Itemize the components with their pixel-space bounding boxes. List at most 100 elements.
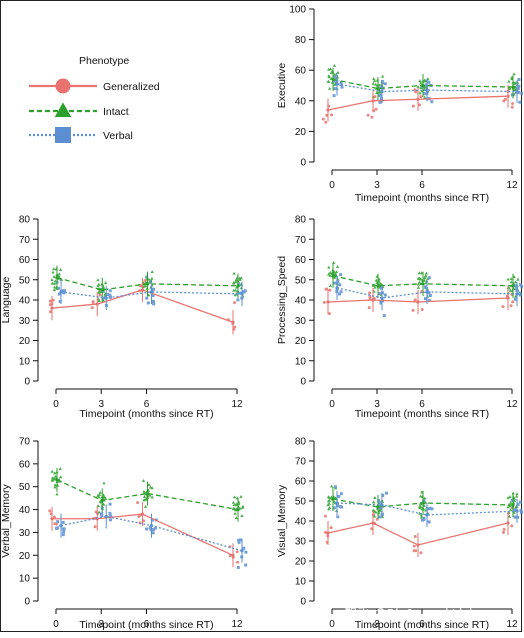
data-point xyxy=(108,289,112,293)
data-point xyxy=(97,492,102,496)
data-point xyxy=(419,505,423,509)
mean-point-generalized xyxy=(231,553,235,557)
data-point xyxy=(148,485,153,489)
data-point xyxy=(424,286,428,290)
data-point xyxy=(418,103,422,107)
data-point xyxy=(423,297,427,301)
series-line-intact xyxy=(56,479,239,511)
data-point xyxy=(332,63,337,67)
data-point xyxy=(232,271,236,275)
mean-point-intact xyxy=(145,491,150,496)
data-point xyxy=(97,495,101,499)
series-verbal xyxy=(335,275,519,311)
data-point xyxy=(427,291,431,295)
y-tick-label: 0 xyxy=(300,597,306,608)
data-point xyxy=(511,102,515,106)
mean-point-generalized xyxy=(371,99,375,103)
x-tick-label: 3 xyxy=(374,399,380,410)
mean-point-intact xyxy=(100,498,104,503)
mean-point-verbal xyxy=(515,292,519,296)
data-point xyxy=(510,93,514,97)
data-point xyxy=(238,538,242,542)
y-tick-label: 20 xyxy=(295,336,307,347)
data-point xyxy=(513,508,517,512)
data-point xyxy=(236,560,240,564)
mean-point-verbal xyxy=(59,290,63,294)
data-point xyxy=(381,493,385,497)
data-point xyxy=(379,286,383,290)
y-axis: 0 10 20 30 40 50 60 70 Verbal_Memory xyxy=(0,437,39,608)
data-point xyxy=(509,280,513,284)
data-point xyxy=(519,508,523,512)
data-point xyxy=(422,278,427,282)
mean-point-intact xyxy=(331,77,335,81)
data-point xyxy=(509,500,513,504)
data-point xyxy=(327,74,331,78)
data-point xyxy=(150,495,154,499)
data-point xyxy=(143,504,148,508)
data-point xyxy=(237,282,241,286)
mean-point-verbal xyxy=(380,296,384,300)
legend-marker-generalized xyxy=(55,78,71,94)
data-point xyxy=(52,274,56,278)
data-point xyxy=(97,282,101,286)
data-point xyxy=(428,506,432,510)
x-tick-label: 6 xyxy=(144,619,150,630)
data-point xyxy=(152,299,156,303)
x-axis: 0 3 6 12 Timepoint (months since RT) xyxy=(329,388,518,420)
data-point xyxy=(339,492,343,496)
data-point xyxy=(232,288,236,292)
data-point xyxy=(56,520,60,524)
data-point xyxy=(327,498,331,502)
y-tick-label: 60 xyxy=(295,255,307,266)
y-tick-label: 70 xyxy=(295,457,307,468)
data-point xyxy=(423,276,427,280)
mean-point-intact xyxy=(376,284,380,288)
data-point xyxy=(412,544,416,548)
x-tick-label: 6 xyxy=(144,399,150,410)
series-line-intact xyxy=(332,78,514,90)
data-point xyxy=(426,507,430,511)
data-point xyxy=(373,496,377,499)
y-tick-label: 10 xyxy=(19,574,31,585)
data-point xyxy=(52,288,56,292)
data-point xyxy=(416,282,421,286)
data-point xyxy=(419,551,423,555)
x-tick-label: 12 xyxy=(506,180,518,191)
y-tick-label: 30 xyxy=(19,316,31,327)
y-axis-title: Processing_Speed xyxy=(276,256,288,344)
data-point xyxy=(377,499,381,503)
data-point xyxy=(374,278,378,282)
data-point xyxy=(56,286,60,290)
data-point xyxy=(332,79,336,83)
y-tick-label: 70 xyxy=(295,235,307,246)
data-point xyxy=(520,285,524,289)
data-point xyxy=(509,304,513,308)
data-point xyxy=(61,289,65,293)
y-tick-label: 40 xyxy=(295,96,307,107)
data-point xyxy=(430,507,434,511)
legend-label-generalized: Generalized xyxy=(103,81,160,93)
x-tick-label: 6 xyxy=(419,619,425,630)
y-axis: 0 10 20 30 40 50 60 70 80 Visual_Memory xyxy=(276,437,315,608)
data-point xyxy=(366,113,370,117)
x-tick-label: 0 xyxy=(53,619,59,630)
data-point xyxy=(502,99,506,103)
data-point xyxy=(231,500,236,504)
data-point xyxy=(508,508,513,512)
y-tick-label: 20 xyxy=(295,557,307,568)
mean-point-generalized xyxy=(140,512,145,516)
data-point xyxy=(105,292,109,296)
mean-point-generalized xyxy=(326,108,330,112)
x-axis: 0 3 6 12 Timepoint (months since RT) xyxy=(53,608,243,631)
data-point xyxy=(425,294,430,298)
data-point xyxy=(338,292,342,296)
panel-language: 0 10 20 30 40 50 60 70 80 Language 0 3 6 12 Timepoint … xyxy=(0,215,247,420)
data-point xyxy=(367,306,371,310)
data-point xyxy=(333,82,337,86)
mean-point-verbal xyxy=(335,286,339,290)
mean-point-verbal xyxy=(425,513,429,517)
y-tick-label: 80 xyxy=(295,437,307,448)
data-point xyxy=(102,481,106,485)
data-point xyxy=(510,498,514,502)
